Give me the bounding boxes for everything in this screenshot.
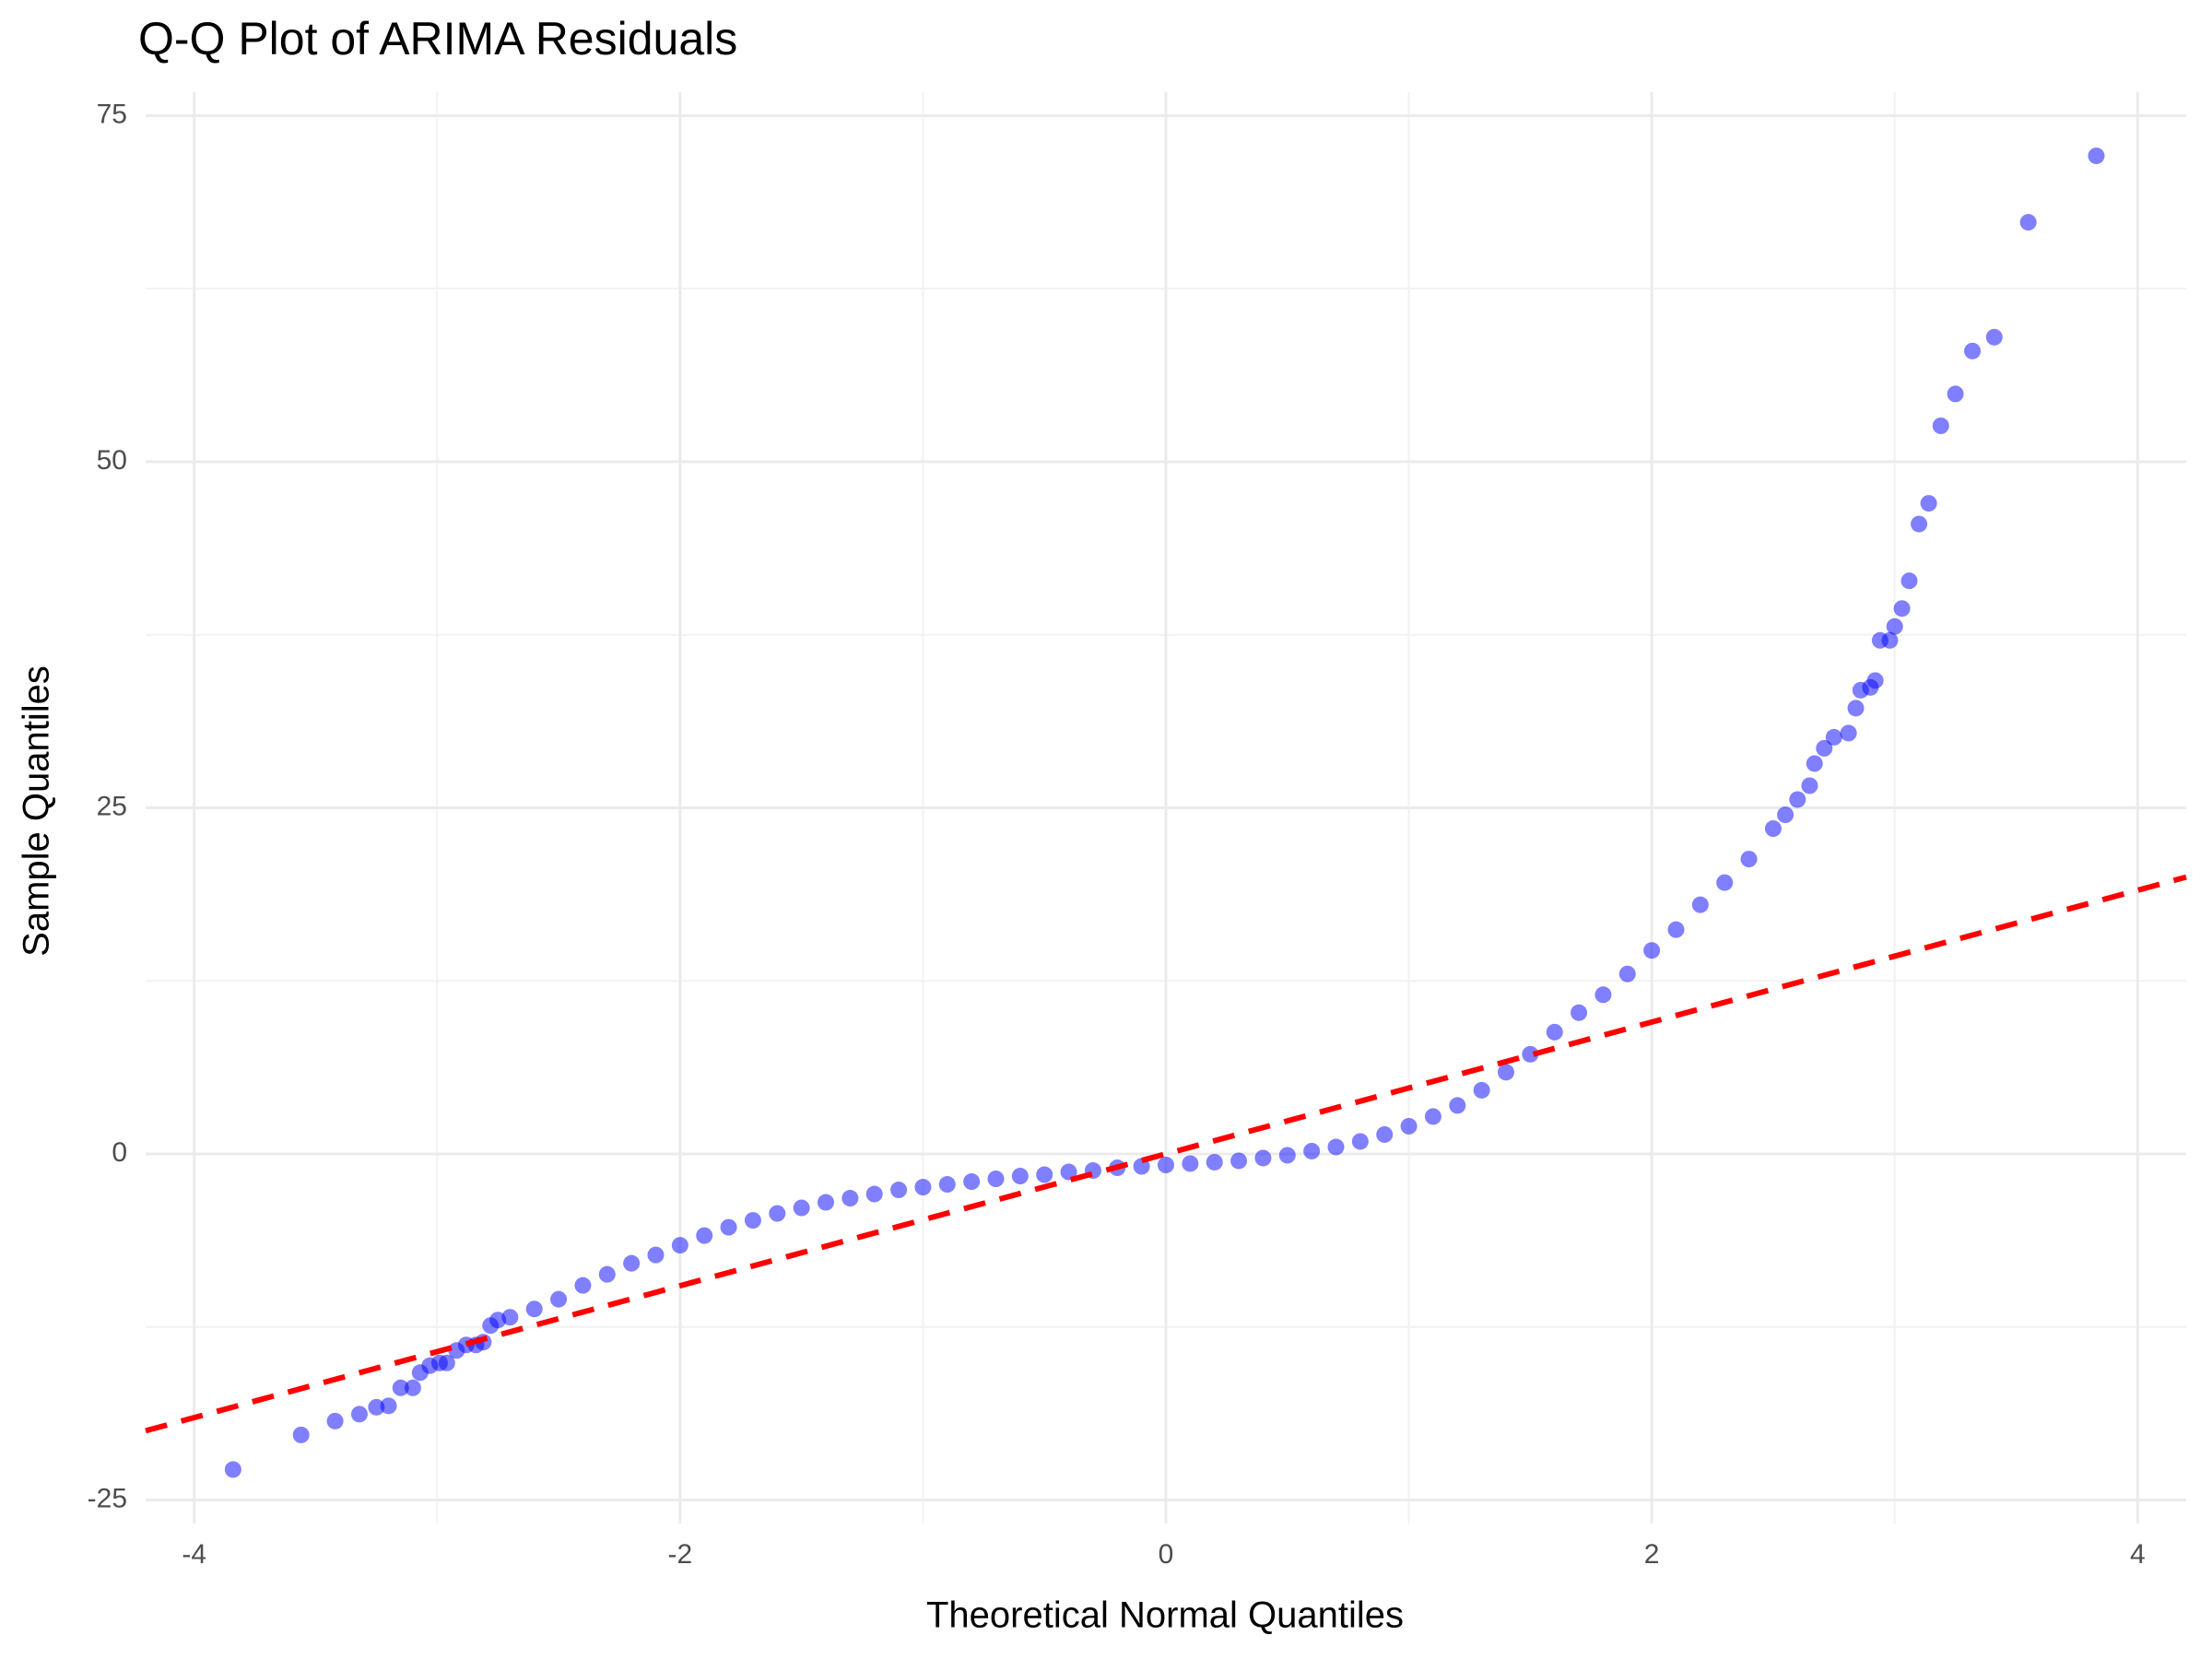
point	[647, 1246, 665, 1264]
point	[1840, 724, 1857, 742]
x-tick-label: -2	[668, 1539, 693, 1570]
point	[1947, 385, 1964, 403]
point	[1764, 820, 1782, 838]
point	[292, 1426, 310, 1443]
point	[1900, 572, 1918, 590]
point	[574, 1277, 592, 1294]
point	[1036, 1166, 1053, 1183]
point	[1571, 1004, 1588, 1021]
point	[865, 1185, 883, 1203]
point	[1522, 1045, 1539, 1063]
point	[1920, 495, 1937, 512]
point	[350, 1406, 368, 1423]
point	[671, 1237, 688, 1254]
point	[987, 1171, 1005, 1188]
point	[1801, 777, 1818, 794]
point	[1327, 1138, 1345, 1156]
point	[1643, 942, 1661, 959]
x-axis-label: Theoretical Normal Quantiles	[926, 1595, 1404, 1636]
point	[720, 1218, 737, 1236]
y-tick-label: 75	[97, 99, 127, 129]
point	[963, 1173, 981, 1191]
point	[368, 1398, 385, 1416]
y-axis-label: Sample Quantiles	[17, 665, 57, 957]
reference-line	[145, 874, 2187, 1434]
point	[1376, 1125, 1394, 1143]
point	[1740, 851, 1758, 868]
y-tick-label: 0	[112, 1137, 127, 1168]
point	[1473, 1081, 1490, 1099]
x-tick-label: -4	[182, 1539, 206, 1570]
point	[1847, 700, 1865, 717]
y-tick-label: -25	[88, 1483, 127, 1513]
point	[1886, 618, 1903, 635]
point	[1789, 791, 1806, 808]
point	[1546, 1023, 1563, 1041]
point	[744, 1212, 761, 1230]
point	[326, 1412, 344, 1430]
point	[1932, 417, 1949, 434]
point	[769, 1205, 786, 1222]
point	[1825, 728, 1842, 746]
point	[1911, 515, 1928, 533]
point	[1866, 672, 1884, 689]
point	[1716, 874, 1734, 891]
point	[1278, 1147, 1296, 1164]
point	[1351, 1133, 1369, 1150]
point	[1449, 1097, 1466, 1114]
point	[818, 1194, 834, 1211]
point	[1594, 986, 1612, 1004]
point	[598, 1265, 616, 1283]
y-tick-label: 25	[97, 791, 127, 821]
point	[1158, 1156, 1174, 1173]
point	[525, 1300, 543, 1318]
point	[1816, 739, 1833, 757]
point	[841, 1190, 859, 1207]
x-tick-label: 0	[1159, 1539, 1174, 1570]
x-tick-label: 2	[1644, 1539, 1660, 1570]
point	[1777, 806, 1794, 824]
point	[392, 1379, 409, 1396]
point	[404, 1379, 421, 1396]
point	[890, 1182, 908, 1199]
point	[914, 1179, 932, 1196]
point	[1206, 1153, 1223, 1171]
point	[1230, 1152, 1248, 1170]
point	[623, 1254, 641, 1272]
point	[1498, 1064, 1514, 1081]
point	[1667, 921, 1685, 938]
point	[1691, 896, 1709, 913]
point	[1011, 1168, 1029, 1185]
point	[793, 1199, 810, 1217]
point	[438, 1354, 455, 1371]
point	[1893, 600, 1911, 618]
x-tick-label: 4	[2130, 1539, 2146, 1570]
point	[224, 1461, 241, 1478]
point	[1060, 1163, 1077, 1181]
point	[1303, 1142, 1321, 1159]
point	[1806, 755, 1823, 772]
point	[501, 1309, 519, 1326]
chart-title: Q-Q Plot of ARIMA Residuals	[138, 13, 737, 65]
point	[1182, 1155, 1199, 1172]
point	[1254, 1149, 1272, 1167]
point	[2088, 147, 2105, 165]
point	[2019, 214, 2037, 231]
point	[1424, 1108, 1441, 1125]
y-tick-label: 50	[97, 445, 127, 476]
point	[1881, 631, 1899, 649]
point	[1964, 342, 1982, 359]
point	[938, 1176, 956, 1194]
point	[1400, 1117, 1418, 1135]
point	[696, 1227, 713, 1244]
point	[380, 1397, 397, 1415]
point	[550, 1290, 568, 1308]
point	[1985, 328, 2003, 346]
point	[1618, 965, 1636, 982]
